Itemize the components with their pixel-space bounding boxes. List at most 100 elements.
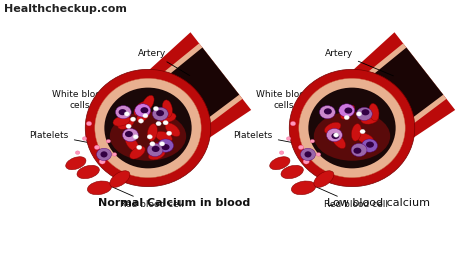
Ellipse shape	[291, 121, 296, 126]
Ellipse shape	[163, 121, 168, 125]
Ellipse shape	[142, 95, 154, 111]
Ellipse shape	[148, 149, 165, 160]
Ellipse shape	[351, 124, 361, 141]
Text: Platelets: Platelets	[29, 131, 92, 143]
Ellipse shape	[324, 108, 332, 115]
Ellipse shape	[334, 133, 339, 137]
Ellipse shape	[110, 171, 130, 187]
Ellipse shape	[86, 121, 91, 126]
Ellipse shape	[134, 102, 148, 116]
Ellipse shape	[125, 131, 133, 137]
Ellipse shape	[130, 117, 136, 121]
Ellipse shape	[152, 146, 160, 152]
Ellipse shape	[279, 151, 284, 154]
Ellipse shape	[130, 146, 145, 159]
Ellipse shape	[85, 69, 211, 187]
Ellipse shape	[316, 153, 321, 156]
Ellipse shape	[296, 166, 299, 169]
Text: Artery: Artery	[138, 49, 190, 76]
Ellipse shape	[143, 113, 148, 118]
Ellipse shape	[314, 112, 390, 161]
Ellipse shape	[286, 137, 291, 140]
Ellipse shape	[270, 157, 290, 170]
Ellipse shape	[159, 142, 165, 146]
Polygon shape	[326, 32, 455, 161]
Ellipse shape	[126, 124, 131, 128]
Ellipse shape	[118, 109, 127, 115]
Ellipse shape	[356, 107, 372, 121]
Ellipse shape	[77, 165, 100, 179]
Ellipse shape	[113, 116, 130, 126]
Ellipse shape	[158, 139, 173, 152]
Ellipse shape	[362, 139, 377, 152]
Ellipse shape	[289, 69, 415, 187]
Ellipse shape	[162, 144, 170, 150]
Ellipse shape	[140, 107, 148, 113]
Ellipse shape	[135, 104, 151, 117]
Ellipse shape	[299, 78, 405, 178]
Ellipse shape	[345, 107, 352, 114]
Ellipse shape	[354, 148, 361, 154]
Text: White blood
cells: White blood cells	[256, 90, 332, 120]
Ellipse shape	[362, 109, 369, 115]
Ellipse shape	[356, 112, 362, 116]
Ellipse shape	[155, 131, 172, 142]
Ellipse shape	[153, 107, 159, 111]
Text: Healthcheckup.com: Healthcheckup.com	[4, 4, 127, 14]
Text: Platelets: Platelets	[234, 131, 296, 143]
Text: Red blood cell: Red blood cell	[309, 184, 388, 209]
Ellipse shape	[122, 128, 138, 142]
Ellipse shape	[281, 165, 303, 179]
Ellipse shape	[310, 139, 315, 143]
Ellipse shape	[94, 145, 100, 150]
Polygon shape	[128, 43, 243, 154]
Ellipse shape	[327, 128, 342, 142]
Ellipse shape	[304, 151, 311, 158]
Polygon shape	[331, 43, 447, 154]
Ellipse shape	[116, 105, 131, 119]
Ellipse shape	[147, 124, 157, 141]
Ellipse shape	[298, 145, 304, 150]
Ellipse shape	[118, 118, 134, 129]
Ellipse shape	[126, 136, 139, 151]
Ellipse shape	[124, 112, 129, 116]
Ellipse shape	[165, 123, 180, 137]
Ellipse shape	[100, 151, 108, 158]
Ellipse shape	[150, 142, 155, 146]
Polygon shape	[122, 32, 251, 161]
Ellipse shape	[366, 142, 374, 148]
Polygon shape	[335, 47, 443, 150]
Ellipse shape	[147, 135, 153, 139]
Ellipse shape	[340, 105, 355, 119]
Ellipse shape	[66, 157, 86, 170]
Text: White blood
cells: White blood cells	[52, 90, 128, 120]
Ellipse shape	[104, 87, 191, 168]
Ellipse shape	[138, 119, 144, 123]
Ellipse shape	[91, 166, 95, 169]
Ellipse shape	[137, 145, 142, 150]
Ellipse shape	[166, 131, 172, 136]
Text: Normal Calcium in blood: Normal Calcium in blood	[98, 198, 251, 208]
Text: Artery: Artery	[325, 49, 393, 76]
Ellipse shape	[75, 151, 80, 154]
Ellipse shape	[153, 107, 168, 121]
Ellipse shape	[309, 87, 396, 168]
Ellipse shape	[110, 112, 186, 161]
Ellipse shape	[147, 144, 163, 156]
Text: Red blood cell: Red blood cell	[105, 184, 184, 209]
Ellipse shape	[82, 137, 87, 140]
Ellipse shape	[156, 121, 161, 126]
Ellipse shape	[153, 142, 170, 152]
Ellipse shape	[324, 122, 341, 134]
Ellipse shape	[301, 148, 316, 161]
Ellipse shape	[331, 133, 339, 139]
Ellipse shape	[97, 148, 111, 161]
Ellipse shape	[357, 133, 374, 144]
Ellipse shape	[159, 112, 176, 123]
Ellipse shape	[156, 110, 164, 116]
Ellipse shape	[303, 159, 310, 164]
Ellipse shape	[369, 104, 379, 121]
Text: Low blood calcium: Low blood calcium	[327, 198, 430, 208]
Ellipse shape	[99, 159, 105, 164]
Ellipse shape	[319, 105, 335, 119]
